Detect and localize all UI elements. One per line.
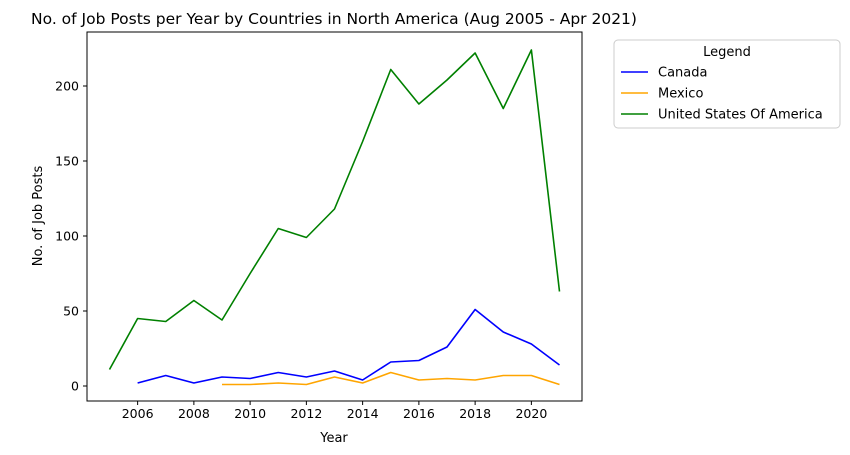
y-tick-label: 150 [55, 154, 79, 169]
x-axis: 2006 2008 2010 2012 2014 2016 2018 2020 [122, 401, 547, 421]
x-tick-label: 2018 [459, 406, 491, 421]
legend: Legend Canada Mexico United States Of Amer… [613, 39, 841, 129]
legend-entries: Canada Mexico United States Of America [621, 66, 823, 123]
legend-frame [613, 39, 841, 129]
plot-area [86, 31, 583, 402]
x-axis-label: Year [319, 431, 348, 446]
legend-label: United States Of America [658, 108, 823, 123]
series-line-mexico [222, 371, 560, 386]
x-tick-label: 2020 [515, 406, 547, 421]
legend-title: Legend [703, 45, 751, 60]
x-tick-label: 2014 [347, 406, 379, 421]
series-line-united-states-of-america [108, 49, 561, 370]
y-tick-label: 100 [55, 229, 79, 244]
series-line-canada [137, 308, 560, 384]
x-tick-label: 2006 [122, 406, 154, 421]
x-tick-label: 2016 [403, 406, 435, 421]
legend-label: Canada [658, 66, 707, 81]
x-tick-label: 2012 [290, 406, 322, 421]
legend-label: Mexico [658, 87, 703, 102]
y-tick-label: 200 [55, 79, 79, 94]
x-tick-label: 2010 [234, 406, 266, 421]
y-tick-label: 0 [71, 379, 79, 394]
y-tick-label: 50 [63, 304, 79, 319]
y-axis-label: No. of Job Posts [31, 166, 46, 267]
plot-frame [86, 31, 583, 402]
x-tick-label: 2008 [178, 406, 210, 421]
chart-title: No. of Job Posts per Year by Countries i… [31, 10, 637, 28]
y-axis: 0 50 100 150 200 [55, 79, 87, 394]
